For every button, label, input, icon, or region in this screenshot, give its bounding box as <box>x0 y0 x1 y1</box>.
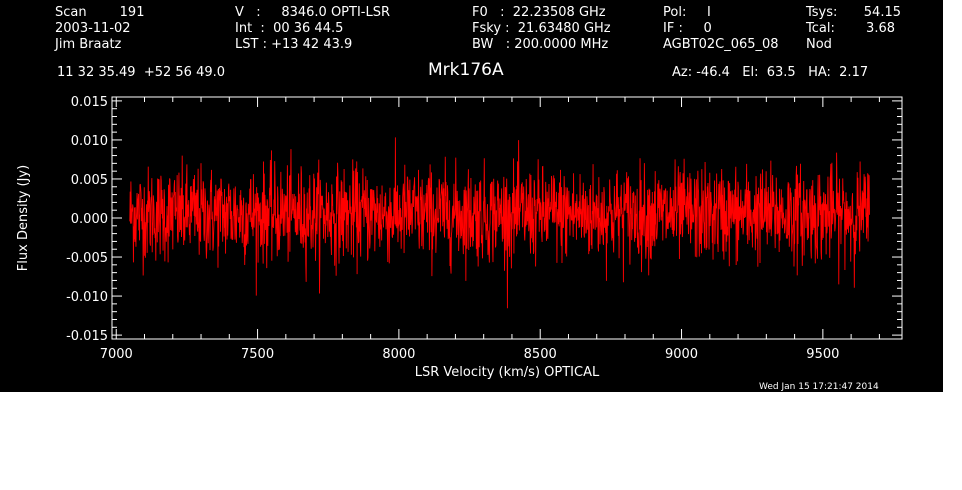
header-observer: Jim Braatz <box>55 37 122 52</box>
y-tick-label: -0.010 <box>66 290 108 305</box>
x-tick-label: 7000 <box>100 347 133 362</box>
header-lst: LST : +13 42 43.9 <box>235 37 353 52</box>
x-ticks: 7000 7500 8000 8500 9000 9500 <box>100 97 880 362</box>
y-tick-label: -0.015 <box>66 329 108 344</box>
header-tsys-value: 54.15 <box>863 5 901 20</box>
x-tick-label: 8500 <box>524 347 557 362</box>
header-velocity: V : 8346.0 OPTI-LSR <box>235 5 391 20</box>
x-tick-label: 8000 <box>382 347 415 362</box>
x-axis-label: LSR Velocity (km/s) OPTICAL <box>415 365 600 380</box>
y-axis-label: Flux Density (Jy) <box>16 165 31 271</box>
spectrum-line <box>129 137 870 309</box>
y-tick-label: 0.000 <box>71 212 108 227</box>
y-tick-label: -0.005 <box>66 251 108 266</box>
y-tick-label: 0.005 <box>71 173 108 188</box>
header-pol: Pol: I <box>663 5 711 20</box>
header-tsys-label: Tsys: <box>806 5 838 20</box>
y-ticks: -0.015 -0.010 -0.005 0.000 0.005 0.010 0.015 <box>66 95 902 344</box>
x-tick-label: 9000 <box>665 347 698 362</box>
y-tick-label: 0.010 <box>71 134 108 149</box>
header-if: IF : 0 <box>663 21 712 36</box>
header-tcal-value: 3.68 <box>866 21 895 36</box>
x-tick-label: 7500 <box>241 347 274 362</box>
spectrum-chart: 7000 7500 8000 8500 9000 9500 -0.015-0.010-0.… <box>16 95 903 380</box>
header-coordinates: 11 32 35.49 +52 56 49.0 <box>57 65 226 80</box>
plot-timestamp: Wed Jan 15 17:21:47 2014 <box>759 382 879 392</box>
header-date: 2003-11-02 <box>55 21 131 36</box>
y-tick-label: 0.015 <box>71 95 108 110</box>
x-tick-label: 9500 <box>806 347 839 362</box>
header-tcal-label: Tcal: <box>806 21 835 36</box>
header-f0: F0 : 22.23508 GHz <box>472 5 606 20</box>
source-name: Mrk176A <box>428 60 504 80</box>
header-bw: BW : 200.0000 MHz <box>472 37 609 52</box>
header-azel: Az: -46.4 El: 63.5 HA: 2.17 <box>672 65 869 80</box>
spectrum-trace-group <box>129 137 870 309</box>
header-fsky: Fsky : 21.63480 GHz <box>472 21 611 36</box>
header-scan: Scan 191 <box>55 5 145 20</box>
header-project: AGBT02C_065_08 <box>663 37 779 52</box>
header-int: Int : 00 36 44.5 <box>235 21 344 36</box>
header-mode: Nod <box>806 37 832 52</box>
plot-panel: Scan 191 2003-11-02 Jim Braatz V : 8346.… <box>0 0 943 392</box>
